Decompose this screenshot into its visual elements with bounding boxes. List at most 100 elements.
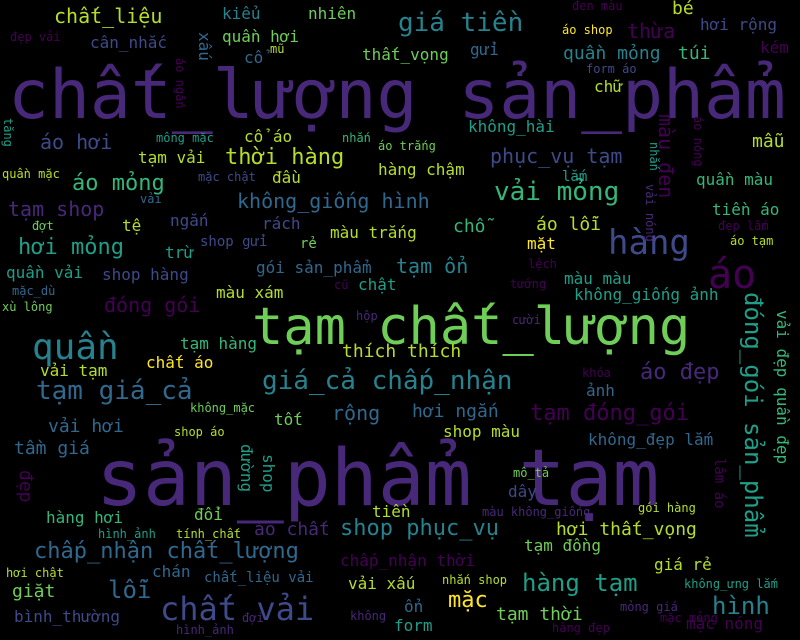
cloud-word: chấp_nhận chất_lượng — [34, 539, 299, 564]
cloud-word: vải hơi — [48, 416, 124, 437]
cloud-word: hình_ảnh — [98, 527, 156, 541]
cloud-word: quần mặc — [2, 167, 60, 181]
cloud-word: đẹp lắm — [718, 219, 769, 233]
cloud-word: hàng chậm — [378, 160, 465, 179]
cloud-word: không_hài — [468, 117, 555, 136]
cloud-word: đen màu — [572, 0, 623, 13]
cloud-word: áo lỗi — [536, 214, 602, 235]
cloud-word: mặc_dù — [12, 284, 56, 298]
cloud-word: cổ — [244, 48, 264, 67]
cloud-word: mặc mỏng — [660, 611, 718, 625]
cloud-word: đổi — [194, 505, 223, 524]
cloud-word: chất_liệu — [54, 4, 163, 28]
cloud-word: đầu — [272, 168, 301, 187]
cloud-word: chất áo — [146, 353, 214, 372]
cloud-word: form áo — [586, 62, 637, 76]
cloud-word: vải tạm — [40, 361, 108, 380]
cloud-word: chán — [152, 562, 191, 581]
cloud-word: mặt — [527, 234, 556, 253]
cloud-word: áo hơi — [40, 130, 113, 154]
cloud-word: đợi — [242, 611, 264, 625]
cloud-word: gói hàng — [638, 501, 696, 515]
cloud-word: không_mặc — [190, 401, 256, 415]
cloud-word: áo tạm — [730, 234, 774, 248]
cloud-word: cổ áo — [244, 127, 293, 146]
cloud-word: vải đẹp quần đẹp — [773, 310, 792, 465]
cloud-word: tướng — [510, 277, 547, 291]
cloud-word: lệch — [528, 257, 557, 271]
cloud-word: đóng_gói sản_phẩm — [739, 292, 767, 538]
cloud-word: rộng — [332, 401, 381, 425]
cloud-word: thất_vọng — [362, 45, 449, 64]
cloud-word: dây — [508, 482, 537, 501]
cloud-word: màu màu — [564, 269, 632, 288]
cloud-word: lắm — [562, 169, 588, 185]
cloud-word: áo — [708, 252, 757, 298]
cloud-word: giá_cả chấp_nhận — [262, 366, 513, 396]
cloud-word: vải xấu — [348, 574, 416, 593]
cloud-word: tạm chất_lượng — [252, 297, 691, 357]
cloud-word: thừa — [627, 19, 676, 43]
cloud-word: tính_chất — [176, 527, 242, 541]
cloud-word: kiểu — [222, 4, 261, 23]
cloud-word: áo mỏng — [72, 171, 165, 196]
cloud-word: đẹp vải — [10, 30, 61, 44]
cloud-word: shop gửi — [200, 234, 268, 250]
cloud-word: màu không_giống — [482, 505, 591, 519]
cloud-word: shop áo — [174, 425, 225, 439]
cloud-word: bình_thường — [14, 607, 120, 626]
cloud-word: mô_tả — [513, 466, 550, 480]
cloud-word: quần — [32, 327, 119, 368]
cloud-word: hình_ảnh — [176, 623, 234, 637]
cloud-word: không_giống hình — [237, 189, 430, 213]
cloud-word: chất_lượng sản_phẩm — [8, 56, 786, 135]
cloud-word: nhắn shop — [442, 573, 508, 587]
cloud-word: đóng gói — [104, 293, 201, 317]
cloud-word: mũ — [270, 42, 285, 56]
cloud-word: chỗ — [453, 216, 486, 237]
cloud-word: thích thích — [342, 341, 462, 362]
cloud-word: đường — [237, 444, 256, 493]
cloud-word: hơi mỏng — [18, 235, 124, 260]
cloud-word: gửi — [470, 40, 499, 59]
cloud-word: xấu — [195, 32, 214, 61]
cloud-word: cười — [512, 313, 541, 327]
cloud-word: chữ — [594, 77, 623, 96]
cloud-word: quần hơi — [222, 27, 300, 46]
cloud-word: tạm vải — [138, 148, 206, 167]
cloud-word: gói sản_phẩm — [256, 258, 372, 277]
cloud-word: trừ — [165, 243, 194, 262]
cloud-word: shop hàng — [102, 265, 189, 284]
cloud-word: mẫu — [752, 131, 785, 152]
cloud-word: chật — [358, 275, 397, 294]
cloud-word: tiền áo — [712, 200, 780, 219]
cloud-word: shop phục_vụ — [340, 516, 499, 541]
cloud-word: hình — [712, 592, 770, 620]
cloud-word: áo đẹp — [640, 360, 720, 385]
cloud-word: xù lông — [2, 300, 53, 314]
cloud-word: mỏng giá — [620, 600, 678, 614]
cloud-word: hơi chật — [6, 566, 64, 580]
cloud-word: tốt — [274, 410, 303, 429]
cloud-word: tiền — [372, 502, 411, 521]
cloud-word: bé — [672, 0, 694, 19]
cloud-word: quần mỏng — [563, 43, 661, 64]
cloud-word: nhắn — [647, 142, 661, 171]
cloud-word: mông mặc — [156, 131, 214, 145]
cloud-word: áo chất — [254, 519, 330, 540]
cloud-word: kém — [760, 38, 789, 57]
cloud-word: tạm đồng — [524, 536, 602, 555]
cloud-word: cũ — [334, 278, 349, 292]
cloud-word: đợt — [32, 219, 54, 233]
cloud-word: khóa — [582, 366, 611, 380]
cloud-word: nhắn — [342, 131, 371, 145]
cloud-word: giá rẻ — [654, 555, 712, 574]
cloud-word: màu trắng — [330, 223, 417, 242]
cloud-word: màu xám — [216, 283, 284, 302]
cloud-word: không_ưng lắm — [684, 577, 778, 591]
cloud-word: shop màu — [443, 422, 521, 441]
cloud-word: không_đẹp lắm — [588, 430, 714, 449]
cloud-word: sản_phẩm tạm — [96, 434, 660, 524]
cloud-word: vải — [140, 192, 162, 206]
